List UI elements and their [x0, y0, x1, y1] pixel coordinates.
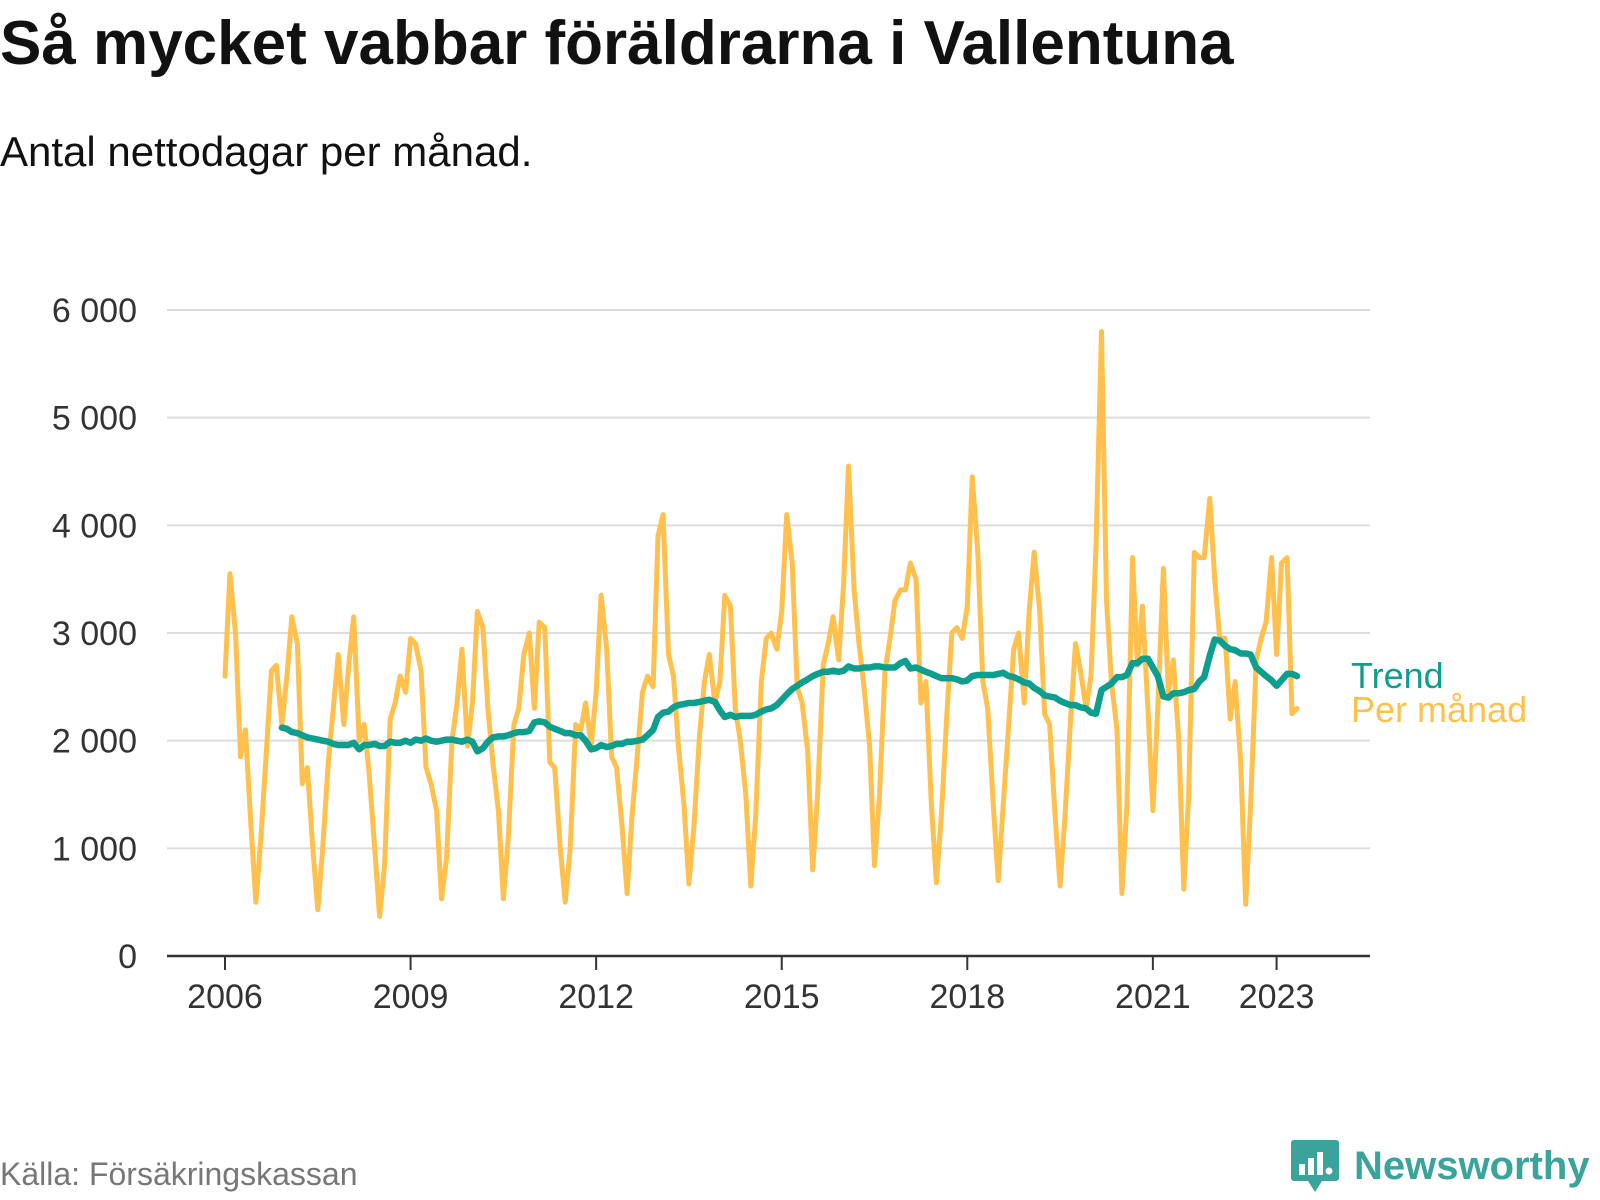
x-tick-label: 2006 — [187, 978, 263, 1016]
brand-name: Newsworthy — [1354, 1143, 1590, 1188]
y-tick-label: 5 000 — [52, 400, 137, 438]
y-tick-label: 6 000 — [52, 292, 137, 330]
newsworthy-logo-icon — [1291, 1140, 1339, 1192]
series-label-trend: Trend — [1351, 655, 1444, 696]
y-axis-tick-labels: 0 1 000 2 000 3 000 4 000 5 000 6 000 — [52, 292, 137, 976]
x-axis — [167, 954, 1370, 970]
series-line-trend — [278, 636, 1301, 755]
brand-logo: Newsworthy — [1290, 1138, 1590, 1194]
x-tick-label: 2009 — [373, 978, 449, 1016]
series-line-monthly — [222, 329, 1300, 919]
series-lines — [222, 329, 1301, 919]
x-tick-label: 2023 — [1239, 978, 1315, 1016]
x-tick-label: 2018 — [929, 978, 1005, 1016]
x-tick-label: 2015 — [744, 978, 820, 1016]
y-tick-label: 0 — [118, 938, 137, 976]
y-tick-label: 1 000 — [52, 830, 137, 868]
x-axis-tick-labels: 2006 2009 2012 2015 2018 2021 2023 — [187, 978, 1314, 1016]
source-note: Källa: Försäkringskassan — [0, 1156, 358, 1192]
line-chart: 0 1 000 2 000 3 000 4 000 5 000 6 000 2006 2009… — [52, 292, 1527, 1016]
chart-subtitle: Antal nettodagar per månad. — [0, 128, 533, 175]
x-tick-label: 2012 — [558, 978, 634, 1016]
y-tick-label: 2 000 — [52, 723, 137, 761]
y-tick-label: 3 000 — [52, 615, 137, 653]
y-tick-label: 4 000 — [52, 507, 137, 545]
series-label-monthly: Per månad — [1351, 689, 1527, 730]
chart-title: Så mycket vabbar föräldrarna i Vallentun… — [0, 9, 1234, 78]
x-tick-label: 2021 — [1115, 978, 1191, 1016]
